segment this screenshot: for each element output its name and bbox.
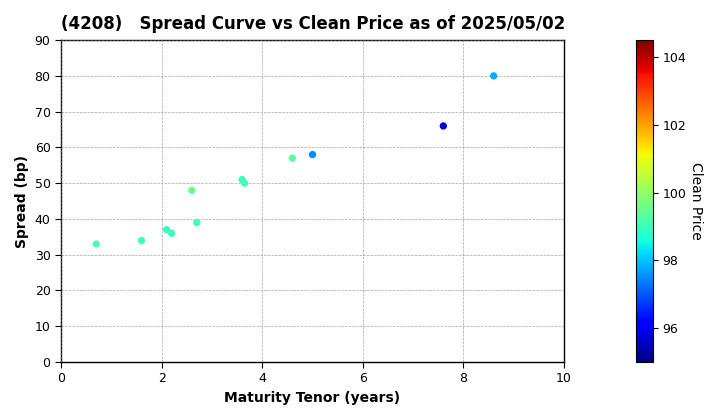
- Point: [236, 176, 248, 183]
- Point: [307, 151, 318, 158]
- Point: [91, 241, 102, 247]
- Point: [166, 230, 177, 236]
- Point: [161, 226, 172, 233]
- X-axis label: Maturity Tenor (years): Maturity Tenor (years): [225, 391, 400, 405]
- Point: [191, 219, 202, 226]
- Y-axis label: Clean Price: Clean Price: [689, 162, 703, 240]
- Point: [438, 123, 449, 129]
- Point: [488, 73, 500, 79]
- Point: [135, 237, 147, 244]
- Point: [287, 155, 298, 162]
- Text: (4208)   Spread Curve vs Clean Price as of 2025/05/02: (4208) Spread Curve vs Clean Price as of…: [61, 15, 565, 33]
- Y-axis label: Spread (bp): Spread (bp): [15, 155, 29, 247]
- Point: [186, 187, 197, 194]
- Point: [239, 180, 251, 186]
